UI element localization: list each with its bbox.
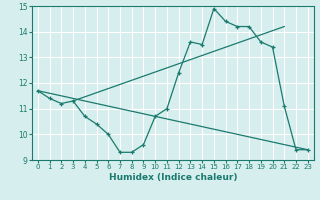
X-axis label: Humidex (Indice chaleur): Humidex (Indice chaleur) bbox=[108, 173, 237, 182]
